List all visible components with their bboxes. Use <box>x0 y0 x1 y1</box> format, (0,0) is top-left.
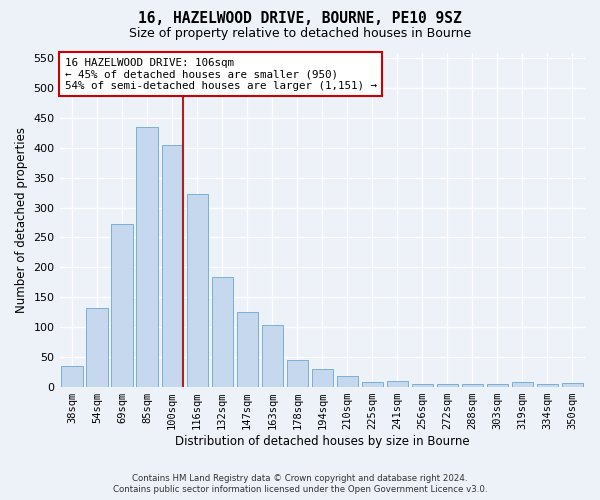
Bar <box>487 384 508 386</box>
Text: Size of property relative to detached houses in Bourne: Size of property relative to detached ho… <box>129 28 471 40</box>
Bar <box>337 376 358 386</box>
Bar <box>412 384 433 386</box>
Bar <box>262 324 283 386</box>
Bar <box>161 145 183 386</box>
X-axis label: Distribution of detached houses by size in Bourne: Distribution of detached houses by size … <box>175 434 470 448</box>
Bar <box>112 224 133 386</box>
Bar <box>61 366 83 386</box>
Bar <box>287 360 308 386</box>
Bar <box>86 308 108 386</box>
Text: 16 HAZELWOOD DRIVE: 106sqm
← 45% of detached houses are smaller (950)
54% of sem: 16 HAZELWOOD DRIVE: 106sqm ← 45% of deta… <box>65 58 377 90</box>
Text: 16, HAZELWOOD DRIVE, BOURNE, PE10 9SZ: 16, HAZELWOOD DRIVE, BOURNE, PE10 9SZ <box>138 11 462 26</box>
Bar <box>187 194 208 386</box>
Bar <box>311 370 333 386</box>
Y-axis label: Number of detached properties: Number of detached properties <box>15 126 28 312</box>
Bar <box>387 380 408 386</box>
Bar <box>136 127 158 386</box>
Bar <box>236 312 258 386</box>
Text: Contains HM Land Registry data © Crown copyright and database right 2024.
Contai: Contains HM Land Registry data © Crown c… <box>113 474 487 494</box>
Bar <box>562 383 583 386</box>
Bar <box>362 382 383 386</box>
Bar <box>462 384 483 386</box>
Bar <box>512 382 533 386</box>
Bar <box>537 384 558 386</box>
Bar <box>212 277 233 386</box>
Bar <box>437 384 458 386</box>
